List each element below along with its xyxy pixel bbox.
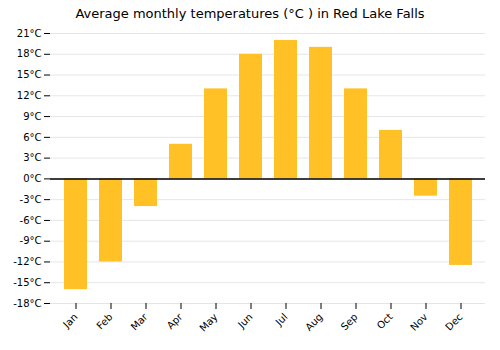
svg-text:Mar: Mar [129, 311, 151, 333]
svg-text:Jan: Jan [60, 311, 79, 330]
svg-text:-6°C: -6°C [20, 215, 42, 226]
svg-text:6°C: 6°C [23, 132, 41, 143]
svg-text:Dec: Dec [443, 311, 464, 332]
svg-text:-3°C: -3°C [20, 194, 42, 205]
svg-text:-12°C: -12°C [13, 256, 41, 267]
svg-text:-15°C: -15°C [13, 277, 41, 288]
svg-text:Feb: Feb [94, 311, 114, 331]
svg-text:-18°C: -18°C [13, 298, 41, 309]
svg-text:Nov: Nov [408, 311, 430, 333]
svg-text:3°C: 3°C [23, 152, 41, 163]
svg-text:Sep: Sep [339, 311, 360, 332]
svg-text:May: May [197, 311, 219, 333]
html-text:Average monthly temperatures (: Average monthly temperatures (°C ) in Re… [75, 6, 425, 21]
svg-text:9°C: 9°C [23, 111, 41, 122]
svg-text:18°C: 18°C [17, 48, 42, 59]
svg-text:0°C: 0°C [23, 173, 41, 184]
svg-text:Aug: Aug [303, 311, 325, 333]
svg-text:Apr: Apr [165, 311, 186, 332]
svg-text:Jul: Jul [273, 311, 290, 328]
svg-text:Jun: Jun [235, 311, 255, 331]
svg-text:-9°C: -9°C [20, 235, 42, 246]
svg-text:12°C: 12°C [17, 90, 42, 101]
svg-text:15°C: 15°C [17, 69, 42, 80]
svg-text:21°C: 21°C [17, 28, 42, 39]
svg-text:Oct: Oct [375, 311, 395, 331]
